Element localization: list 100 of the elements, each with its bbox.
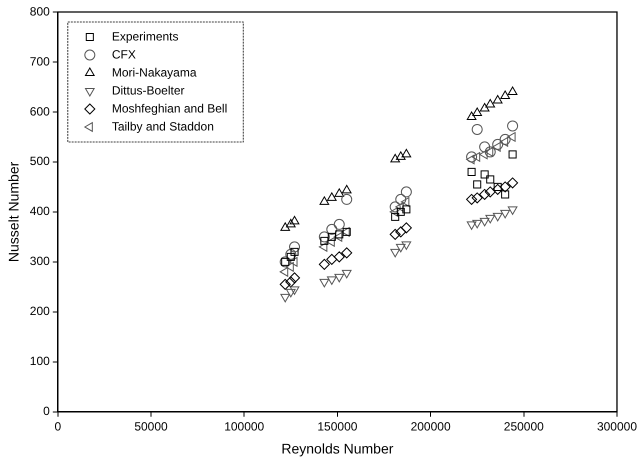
point bbox=[326, 192, 337, 201]
point bbox=[500, 90, 510, 99]
legend-label: CFX bbox=[112, 47, 136, 62]
point bbox=[326, 224, 338, 235]
point bbox=[492, 142, 501, 152]
point bbox=[400, 186, 412, 198]
point bbox=[400, 222, 412, 234]
x-tick-label: 0 bbox=[54, 419, 62, 434]
point bbox=[492, 138, 504, 150]
point bbox=[326, 276, 337, 285]
point bbox=[480, 170, 489, 178]
point bbox=[396, 208, 405, 216]
y-tick-label: 0 bbox=[43, 404, 50, 418]
y-tick-label: 200 bbox=[30, 304, 50, 318]
point bbox=[472, 220, 482, 228]
point bbox=[396, 244, 406, 252]
point bbox=[466, 154, 475, 164]
point bbox=[486, 175, 494, 184]
point bbox=[391, 212, 400, 221]
point bbox=[472, 152, 480, 162]
point bbox=[341, 194, 352, 205]
point bbox=[334, 218, 345, 230]
point bbox=[289, 272, 300, 284]
point bbox=[466, 221, 476, 230]
point bbox=[342, 270, 352, 278]
point bbox=[466, 111, 476, 120]
point bbox=[395, 194, 406, 205]
point bbox=[335, 230, 344, 238]
x-tick-label: 100000 bbox=[224, 419, 265, 434]
point bbox=[334, 188, 344, 197]
point bbox=[341, 247, 352, 258]
point bbox=[466, 194, 478, 205]
point bbox=[334, 274, 344, 282]
point bbox=[466, 151, 478, 162]
point bbox=[492, 94, 503, 104]
y-tick-label: 400 bbox=[30, 204, 50, 218]
point bbox=[479, 188, 490, 200]
point bbox=[484, 186, 496, 198]
point bbox=[507, 177, 518, 188]
point bbox=[402, 205, 410, 214]
point bbox=[289, 241, 300, 252]
legend-label: Mori-Nakayama bbox=[112, 65, 197, 80]
x-tick-label: 300000 bbox=[596, 419, 638, 434]
point bbox=[286, 252, 295, 261]
y-tick-label: 700 bbox=[30, 54, 50, 68]
x-tick-label: 250000 bbox=[504, 419, 544, 434]
point bbox=[290, 248, 299, 256]
point bbox=[500, 181, 511, 192]
x-tick-label: 200000 bbox=[410, 419, 451, 434]
point bbox=[508, 150, 517, 158]
point bbox=[485, 98, 496, 108]
y-tick-label: 300 bbox=[30, 254, 50, 268]
point bbox=[334, 251, 345, 262]
point bbox=[508, 206, 518, 215]
point bbox=[492, 212, 503, 222]
point bbox=[500, 137, 508, 147]
legend-label: Dittus-Boelter bbox=[112, 83, 185, 98]
point bbox=[472, 107, 482, 116]
point bbox=[390, 154, 400, 162]
point bbox=[390, 248, 400, 258]
point bbox=[500, 134, 511, 145]
legend-label: Experiments bbox=[112, 29, 179, 44]
point bbox=[485, 214, 496, 224]
y-tick-label: 500 bbox=[30, 154, 50, 168]
point bbox=[289, 257, 298, 267]
point bbox=[500, 210, 510, 218]
point bbox=[334, 232, 342, 242]
point bbox=[501, 190, 510, 198]
point bbox=[390, 207, 398, 217]
legend-label: Tailby and Staddon bbox=[112, 119, 214, 134]
point bbox=[484, 146, 496, 158]
point bbox=[507, 132, 516, 142]
point bbox=[472, 124, 483, 135]
point bbox=[290, 216, 300, 224]
point bbox=[468, 168, 476, 176]
point bbox=[400, 197, 410, 207]
legend-label: Moshfeghian and Bell bbox=[112, 101, 228, 116]
x-tick-label: 50000 bbox=[134, 419, 168, 434]
y-axis-title: Nusselt Number bbox=[5, 161, 22, 262]
point bbox=[402, 241, 412, 250]
y-tick-label: 800 bbox=[30, 4, 50, 18]
point bbox=[479, 150, 488, 160]
y-tick-label: 600 bbox=[30, 104, 50, 118]
point bbox=[342, 184, 352, 194]
point bbox=[318, 231, 330, 242]
point bbox=[320, 196, 330, 205]
point bbox=[280, 294, 290, 302]
point bbox=[285, 262, 294, 272]
point bbox=[286, 218, 296, 228]
point bbox=[473, 180, 482, 188]
point bbox=[318, 242, 328, 252]
point bbox=[320, 236, 328, 245]
point bbox=[285, 276, 296, 288]
point bbox=[390, 201, 401, 212]
x-axis-title: Reynolds Number bbox=[281, 440, 394, 456]
point bbox=[280, 267, 288, 277]
point bbox=[480, 102, 490, 112]
point bbox=[286, 288, 296, 298]
point bbox=[326, 237, 335, 247]
point bbox=[290, 286, 300, 295]
